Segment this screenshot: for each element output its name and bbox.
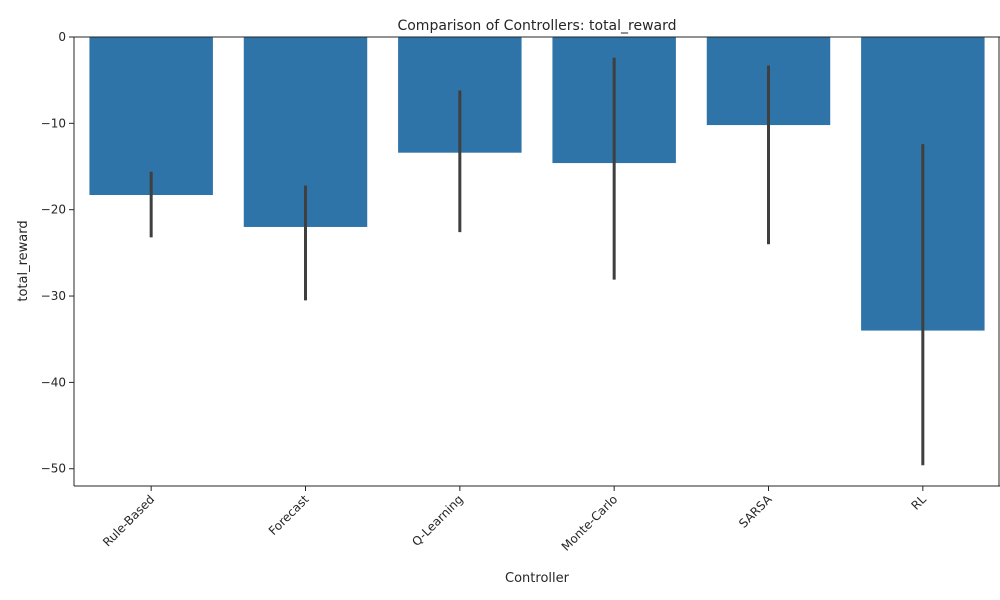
y-axis-label: total_reward [16, 220, 31, 301]
y-tick-label: −20 [41, 203, 66, 217]
chart-title: Comparison of Controllers: total_reward [397, 18, 676, 34]
y-tick-label: −10 [41, 116, 66, 130]
y-tick-label: −40 [41, 375, 66, 389]
x-tick-label: RL [908, 492, 929, 513]
x-tick-label: SARSA [736, 492, 775, 531]
x-tick-label: Monte-Carlo [559, 492, 621, 554]
y-tick-label: −50 [41, 462, 66, 476]
y-tick-label: −30 [41, 289, 66, 303]
plot-area: 0 −10 −20 −30 −40 −50 Rule-Based Forecast Q-Lear… [41, 30, 1000, 554]
y-tick-label: 0 [58, 30, 66, 44]
bar-rule-based [89, 37, 213, 196]
x-axis-label: Controller [505, 571, 570, 586]
x-tick-label: Rule-Based [100, 492, 157, 549]
x-tick-label: Q-Learning [409, 492, 466, 549]
x-tick-label: Forecast [266, 492, 312, 538]
